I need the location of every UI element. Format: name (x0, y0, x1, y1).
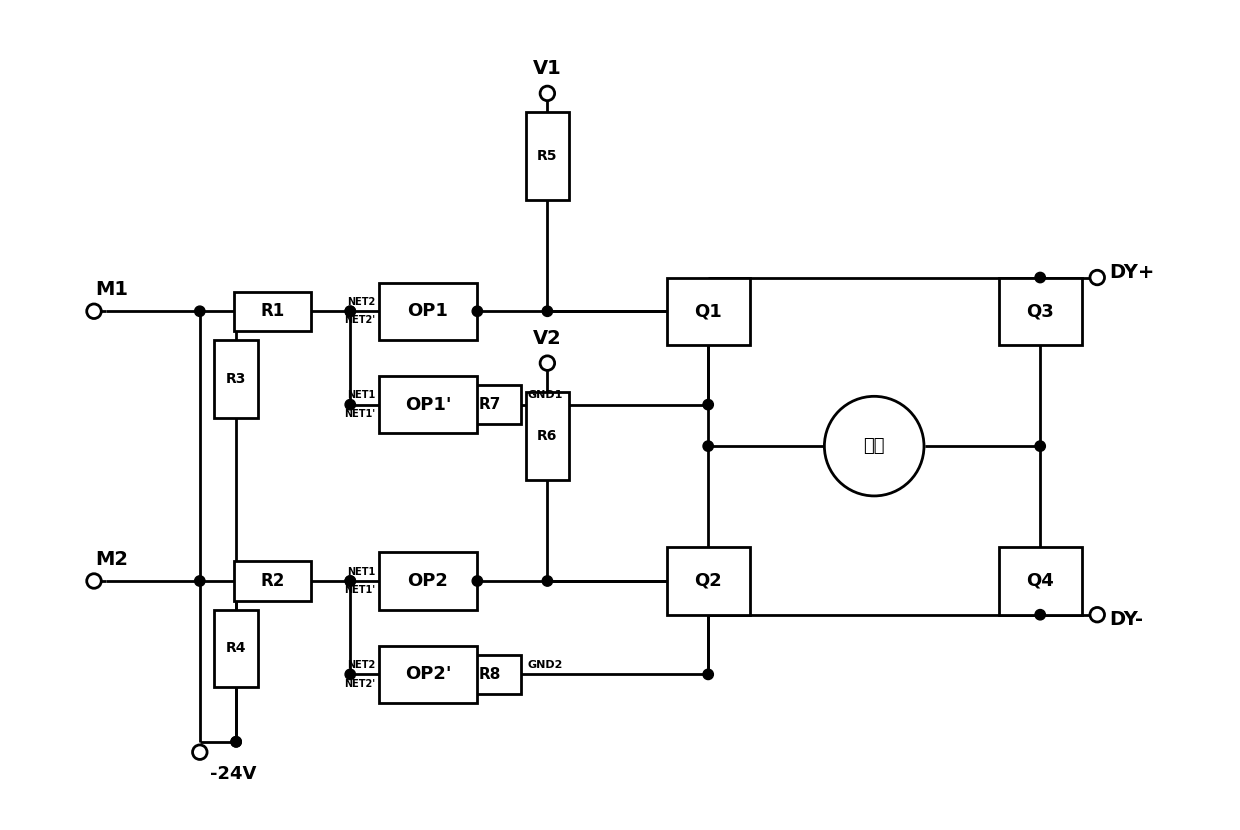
Text: GND2: GND2 (528, 660, 563, 671)
Text: GND1: GND1 (528, 390, 563, 401)
Text: DY+: DY+ (1110, 263, 1156, 282)
FancyBboxPatch shape (378, 553, 477, 609)
Circle shape (345, 306, 356, 316)
Text: OP1: OP1 (408, 302, 449, 320)
Circle shape (541, 86, 554, 100)
Text: R5: R5 (537, 149, 558, 163)
Circle shape (1035, 272, 1045, 283)
Circle shape (472, 576, 482, 586)
Text: V1: V1 (533, 59, 562, 78)
FancyBboxPatch shape (667, 277, 750, 345)
Text: OP2': OP2' (404, 666, 451, 683)
FancyBboxPatch shape (233, 561, 311, 601)
FancyBboxPatch shape (667, 547, 750, 615)
Text: NET1': NET1' (345, 585, 376, 595)
FancyBboxPatch shape (233, 291, 311, 331)
FancyBboxPatch shape (378, 376, 477, 433)
Text: R8: R8 (479, 666, 501, 682)
Circle shape (1090, 271, 1105, 285)
Text: NET1': NET1' (345, 409, 376, 419)
Circle shape (825, 396, 924, 496)
Text: M2: M2 (95, 549, 128, 569)
Text: R3: R3 (226, 372, 247, 386)
Text: Q3: Q3 (1027, 302, 1054, 320)
Circle shape (472, 306, 482, 316)
Text: Q1: Q1 (694, 302, 722, 320)
FancyBboxPatch shape (526, 392, 569, 480)
Text: R6: R6 (537, 429, 558, 442)
Text: 电机: 电机 (863, 437, 885, 455)
Circle shape (541, 356, 554, 370)
FancyBboxPatch shape (459, 385, 522, 424)
Circle shape (703, 441, 713, 452)
FancyBboxPatch shape (998, 547, 1081, 615)
Circle shape (345, 306, 356, 316)
Text: R4: R4 (226, 642, 247, 656)
Circle shape (195, 576, 205, 586)
Text: V2: V2 (533, 329, 562, 348)
Circle shape (703, 669, 713, 680)
Text: R7: R7 (479, 397, 501, 413)
Circle shape (542, 576, 553, 586)
Circle shape (345, 576, 356, 586)
Text: NET2: NET2 (347, 297, 376, 307)
Circle shape (1090, 608, 1105, 622)
Circle shape (231, 737, 242, 747)
FancyBboxPatch shape (378, 646, 477, 703)
Text: R2: R2 (260, 572, 285, 590)
Text: M1: M1 (95, 280, 128, 299)
Text: NET2: NET2 (347, 660, 376, 671)
Text: -24V: -24V (211, 764, 257, 783)
Circle shape (345, 399, 356, 410)
FancyBboxPatch shape (215, 339, 258, 417)
Circle shape (1035, 609, 1045, 620)
Text: Q4: Q4 (1027, 572, 1054, 590)
Circle shape (345, 669, 356, 680)
Circle shape (192, 745, 207, 759)
Text: OP2: OP2 (408, 572, 449, 590)
Text: OP1': OP1' (404, 396, 451, 413)
Text: NET2': NET2' (345, 679, 376, 689)
Circle shape (542, 306, 553, 316)
Circle shape (195, 306, 205, 316)
Circle shape (1035, 441, 1045, 452)
FancyBboxPatch shape (526, 111, 569, 200)
Text: DY-: DY- (1110, 610, 1143, 629)
Circle shape (87, 304, 102, 319)
Text: NET1: NET1 (347, 390, 376, 401)
FancyBboxPatch shape (998, 277, 1081, 345)
Circle shape (703, 399, 713, 410)
FancyBboxPatch shape (459, 655, 522, 694)
Circle shape (345, 576, 356, 586)
Circle shape (87, 574, 102, 588)
FancyBboxPatch shape (378, 283, 477, 339)
Circle shape (231, 737, 242, 747)
Text: NET1: NET1 (347, 567, 376, 577)
Text: NET2': NET2' (345, 315, 376, 325)
Text: Q2: Q2 (694, 572, 722, 590)
FancyBboxPatch shape (215, 609, 258, 687)
Text: R1: R1 (260, 302, 284, 320)
